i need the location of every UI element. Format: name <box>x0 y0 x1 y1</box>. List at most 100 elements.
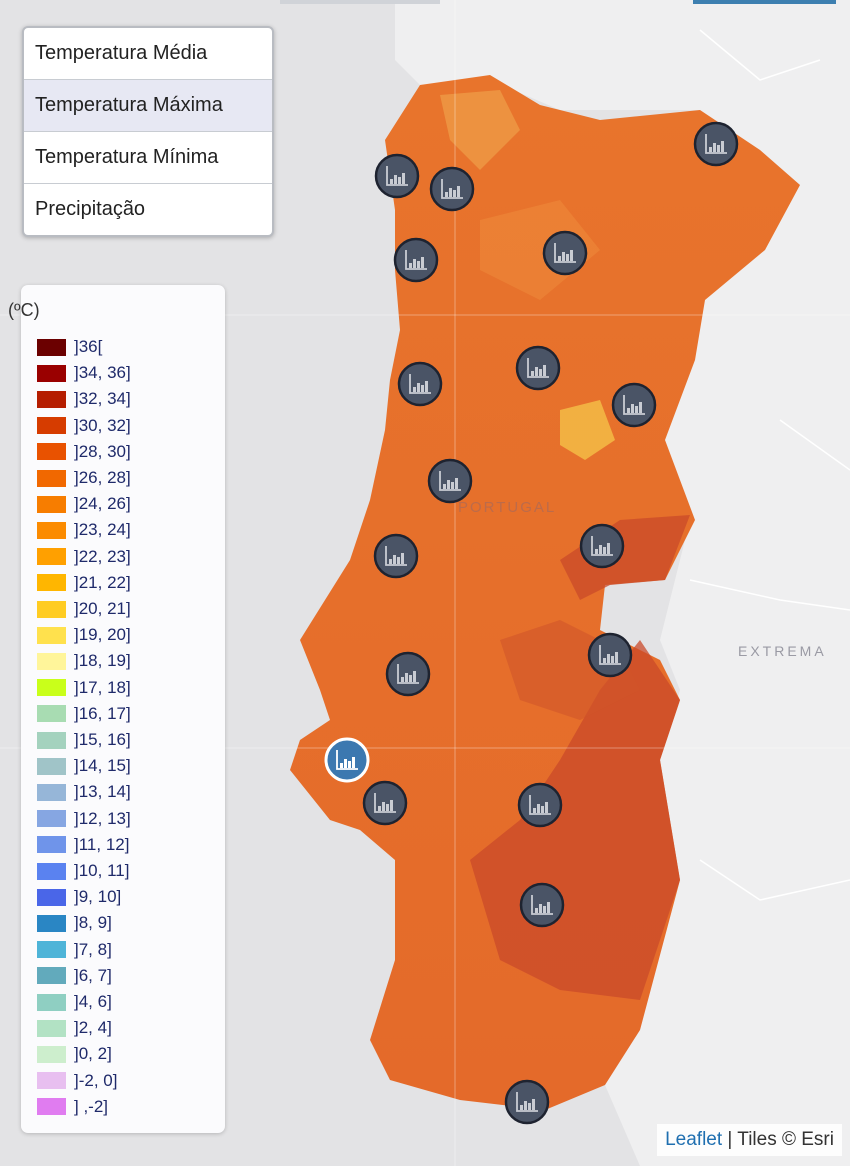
legend-item: ]16, 17] <box>37 704 131 724</box>
legend-swatch <box>37 626 66 644</box>
legend-label: ]34, 36] <box>74 363 131 383</box>
legend-swatch <box>37 390 66 408</box>
station-marker[interactable] <box>611 382 657 428</box>
legend-swatch <box>37 443 66 461</box>
station-marker[interactable] <box>374 153 420 199</box>
legend-item: ]32, 34] <box>37 389 131 409</box>
layer-temperatura-maxima[interactable]: Temperatura Máxima <box>24 80 272 132</box>
legend-item: ]24, 26] <box>37 494 131 514</box>
station-marker[interactable] <box>373 533 419 579</box>
bar-chart-icon <box>554 243 576 263</box>
station-marker[interactable] <box>517 782 563 828</box>
bar-chart-icon <box>527 358 549 378</box>
legend-swatch <box>37 993 66 1011</box>
bar-chart-icon <box>705 134 727 154</box>
legend-label: ]21, 22] <box>74 572 131 592</box>
legend-label: ]23, 24] <box>74 520 131 540</box>
station-marker[interactable] <box>542 230 588 276</box>
legend-item: ]9, 10] <box>37 887 121 907</box>
legend-item: ]12, 13] <box>37 809 131 829</box>
legend-swatch <box>37 1098 66 1116</box>
bar-chart-icon <box>385 546 407 566</box>
station-marker[interactable] <box>429 166 475 212</box>
leaflet-link[interactable]: Leaflet <box>665 1129 723 1150</box>
station-marker[interactable] <box>515 345 561 391</box>
legend-swatch <box>37 600 66 618</box>
station-marker[interactable] <box>519 882 565 928</box>
station-marker[interactable] <box>362 780 408 826</box>
legend-item: ]28, 30] <box>37 442 131 462</box>
legend-swatch <box>37 1045 66 1063</box>
bar-chart-icon <box>599 645 621 665</box>
legend-swatch <box>37 495 66 513</box>
bar-chart-icon <box>397 664 419 684</box>
station-marker[interactable] <box>693 121 739 167</box>
legend-swatch <box>37 469 66 487</box>
legend-label: ] ,-2] <box>74 1096 109 1116</box>
legend-label: ]16, 17] <box>74 703 131 723</box>
bar-chart-icon <box>386 166 408 186</box>
station-marker-selected[interactable] <box>324 737 370 783</box>
legend-label: ]7, 8] <box>74 939 112 959</box>
legend-item: ]36[ <box>37 337 102 357</box>
bar-chart-icon <box>591 536 613 556</box>
bar-chart-icon <box>516 1092 538 1112</box>
station-marker[interactable] <box>397 361 443 407</box>
bar-chart-icon <box>529 795 551 815</box>
legend-item: ]13, 14] <box>37 782 131 802</box>
bar-chart-icon <box>439 471 461 491</box>
north-mountains <box>440 90 520 170</box>
legend-item: ]0, 2] <box>37 1044 112 1064</box>
legend-label: ]28, 30] <box>74 441 131 461</box>
legend-label: ]9, 10] <box>74 887 122 907</box>
north-highlands <box>480 200 600 300</box>
legend-item: ]17, 18] <box>37 678 131 698</box>
legend-item: ] ,-2] <box>37 1097 108 1117</box>
station-marker[interactable] <box>385 651 431 697</box>
legend-label: ]17, 18] <box>74 677 131 697</box>
legend-swatch <box>37 731 66 749</box>
legend-item: ]10, 11] <box>37 861 129 881</box>
station-marker[interactable] <box>393 237 439 283</box>
legend-label: ]-2, 0] <box>74 1070 118 1090</box>
station-marker[interactable] <box>579 523 625 569</box>
legend-label: ]14, 15] <box>74 756 131 776</box>
legend-label: ]13, 14] <box>74 782 131 802</box>
station-marker[interactable] <box>587 632 633 678</box>
legend-item: ]18, 19] <box>37 651 131 671</box>
legend-label: ]22, 23] <box>74 546 131 566</box>
legend-item: ]11, 12] <box>37 835 129 855</box>
legend-swatch <box>37 862 66 880</box>
legend-item: ]23, 24] <box>37 520 131 540</box>
legend-item: ]14, 15] <box>37 756 131 776</box>
legend-label: ]36[ <box>74 337 103 356</box>
estrela-mountain <box>560 400 615 460</box>
legend-swatch <box>37 705 66 723</box>
spain-land <box>395 0 850 1166</box>
layer-temperatura-minima[interactable]: Temperatura Mínima <box>24 132 272 184</box>
layer-menu: Temperatura Média Temperatura Máxima Tem… <box>22 26 274 237</box>
legend-label: ]12, 13] <box>74 808 131 828</box>
legend-label: ]19, 20] <box>74 625 131 645</box>
legend-swatch <box>37 941 66 959</box>
bar-chart-icon <box>441 179 463 199</box>
bar-chart-icon <box>531 895 553 915</box>
legend-item: ]34, 36] <box>37 363 131 383</box>
legend-swatch <box>37 574 66 592</box>
station-marker[interactable] <box>504 1079 550 1125</box>
legend-item: ]19, 20] <box>37 625 131 645</box>
legend-item: ]21, 22] <box>37 573 131 593</box>
bar-chart-icon <box>409 374 431 394</box>
station-marker[interactable] <box>427 458 473 504</box>
legend-swatch <box>37 1072 66 1090</box>
legend-label: ]10, 11] <box>74 861 130 880</box>
layer-precipitacao[interactable]: Precipitação <box>35 198 146 220</box>
legend-swatch <box>37 810 66 828</box>
legend-swatch <box>37 679 66 697</box>
tiles-attribution: Tiles © Esri <box>737 1129 834 1150</box>
bar-chart-icon <box>374 793 396 813</box>
country-label: PORTUGAL <box>458 499 556 516</box>
legend-swatch <box>37 836 66 854</box>
layer-temperatura-media[interactable]: Temperatura Média <box>24 28 272 80</box>
legend-label: ]8, 9] <box>74 913 112 933</box>
